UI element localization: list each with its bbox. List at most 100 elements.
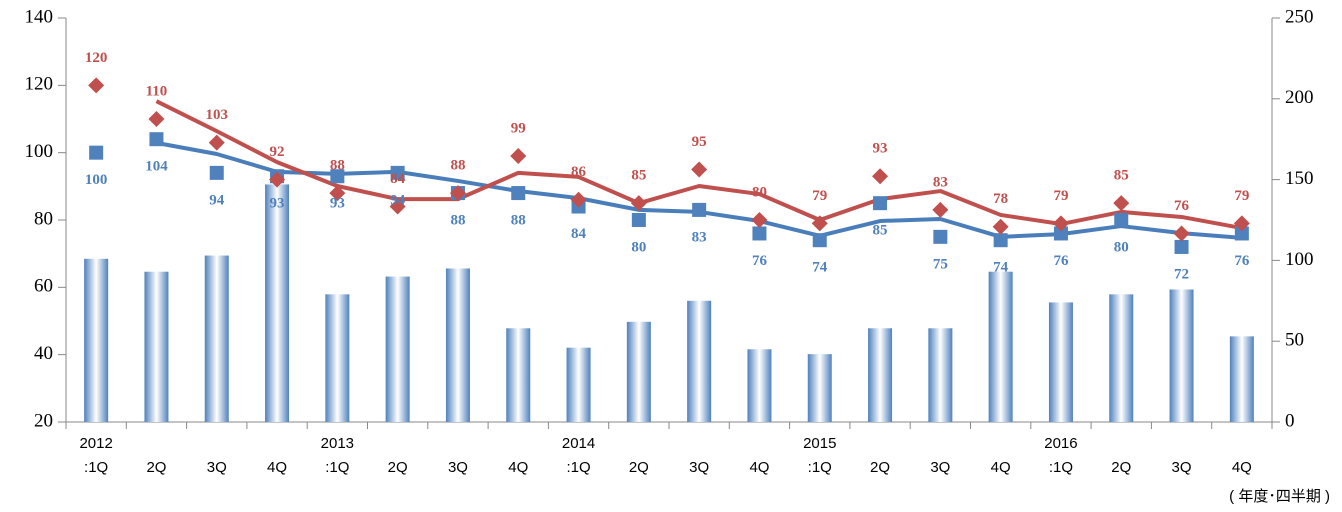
bar — [1048, 302, 1073, 422]
diamond-marker — [811, 215, 828, 232]
value-label: 76 — [752, 253, 768, 269]
value-label: 93 — [330, 196, 345, 212]
value-label: 85 — [1114, 168, 1129, 184]
y2-tick-label: 100 — [1285, 249, 1314, 270]
value-label: 75 — [933, 256, 948, 272]
bar — [747, 349, 772, 422]
diamond-marker — [449, 185, 466, 202]
square-marker — [330, 169, 345, 184]
x-tick-label: 2Q — [870, 459, 890, 476]
x-tick-label: :1Q — [325, 459, 349, 476]
x-tick-label: 2015 — [803, 435, 836, 452]
bar — [1229, 336, 1254, 422]
y-tick-label: 140 — [25, 6, 54, 27]
diamond-marker — [269, 171, 286, 188]
value-label: 79 — [1234, 188, 1249, 204]
bar — [1169, 289, 1194, 422]
diamond-marker — [1233, 215, 1250, 232]
value-label: 92 — [270, 144, 285, 160]
value-label: 74 — [993, 260, 1009, 276]
square-marker — [149, 132, 164, 147]
x-tick-label: :1Q — [808, 459, 832, 476]
diamond-marker — [148, 111, 165, 127]
value-label: 85 — [631, 168, 646, 184]
square-marker — [511, 186, 526, 201]
value-label: 93 — [270, 196, 285, 212]
square-marker — [812, 233, 827, 248]
value-label: 88 — [450, 213, 465, 229]
value-label: 74 — [812, 260, 828, 276]
square-marker — [933, 229, 948, 244]
diamond-marker — [751, 212, 768, 228]
square-marker — [89, 145, 104, 160]
diamond-marker — [932, 201, 949, 218]
value-label: 83 — [933, 174, 948, 190]
x-tick-label: 2Q — [629, 459, 649, 476]
bar — [204, 255, 229, 422]
diamond-marker — [691, 161, 708, 178]
unit-note: ( 年度･四半期 ) — [1229, 488, 1330, 505]
value-label: 110 — [146, 83, 168, 99]
y-tick-label: 80 — [34, 208, 53, 229]
x-tick-label: 2Q — [146, 459, 166, 476]
diamond-marker — [1173, 225, 1190, 242]
bar — [385, 276, 410, 422]
y2-tick-label: 200 — [1285, 87, 1314, 108]
square-marker — [1114, 213, 1129, 227]
y2-tick-label: 150 — [1285, 168, 1314, 189]
diamond-marker — [88, 77, 105, 94]
x-tick-label: 3Q — [207, 459, 227, 476]
x-tick-label: 4Q — [991, 459, 1011, 476]
value-label: 93 — [873, 141, 888, 157]
value-label: 94 — [209, 192, 225, 208]
diamond-marker — [570, 191, 587, 208]
x-tick-label: :1Q — [84, 459, 108, 476]
bar — [1109, 294, 1134, 422]
value-label: 88 — [450, 158, 465, 174]
bar — [506, 328, 531, 422]
value-label: 76 — [1174, 198, 1190, 214]
line — [156, 140, 1243, 240]
bar — [265, 184, 290, 422]
y-tick-label: 40 — [34, 343, 53, 364]
y-tick-label: 20 — [34, 410, 53, 431]
value-label: 80 — [1114, 239, 1129, 255]
value-label: 79 — [1053, 188, 1068, 204]
value-label: 84 — [390, 171, 406, 187]
value-label: 100 — [85, 172, 108, 188]
value-label: 84 — [571, 226, 587, 242]
square-marker — [692, 202, 707, 217]
bar — [325, 294, 350, 422]
square-marker — [631, 213, 646, 227]
bar — [868, 328, 893, 422]
diamond-marker — [329, 185, 346, 202]
value-label: 78 — [993, 191, 1008, 207]
x-tick-label: :1Q — [1049, 459, 1073, 476]
value-label: 80 — [752, 184, 767, 200]
value-label: 79 — [812, 188, 827, 204]
square-marker — [390, 165, 405, 180]
square-marker — [993, 233, 1008, 248]
value-label: 72 — [1174, 266, 1189, 282]
x-tick-label: 2012 — [79, 435, 112, 452]
x-tick-label: 4Q — [267, 459, 287, 476]
square-marker — [752, 226, 767, 241]
bar — [687, 300, 712, 422]
value-label: 86 — [571, 164, 587, 180]
bar — [807, 354, 832, 422]
value-label: 76 — [1234, 253, 1250, 269]
x-tick-label: 3Q — [689, 459, 709, 476]
bar — [445, 268, 470, 422]
y-tick-label: 100 — [25, 141, 54, 162]
diamond-marker — [872, 168, 889, 185]
x-tick-label: 3Q — [1172, 459, 1192, 476]
bar — [988, 271, 1013, 422]
x-tick-label: 3Q — [448, 459, 468, 476]
square-marker — [1234, 226, 1249, 241]
square-marker — [1174, 239, 1189, 254]
square-marker — [873, 196, 888, 211]
x-tick-label: 4Q — [1232, 459, 1252, 476]
diamond-marker — [992, 218, 1009, 235]
diamond-marker — [1052, 215, 1069, 232]
bar — [84, 258, 109, 422]
